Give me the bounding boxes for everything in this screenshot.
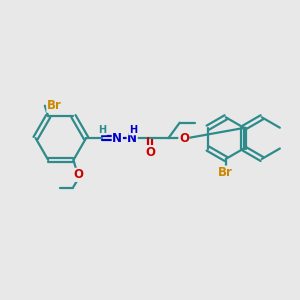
Text: Br: Br: [218, 166, 233, 179]
Text: O: O: [73, 168, 83, 182]
Text: Br: Br: [47, 99, 62, 112]
Text: H: H: [129, 125, 137, 135]
Text: N: N: [127, 132, 137, 145]
Text: O: O: [145, 146, 155, 159]
Text: H: H: [98, 125, 106, 135]
Text: N: N: [112, 132, 122, 145]
Text: O: O: [179, 132, 189, 145]
